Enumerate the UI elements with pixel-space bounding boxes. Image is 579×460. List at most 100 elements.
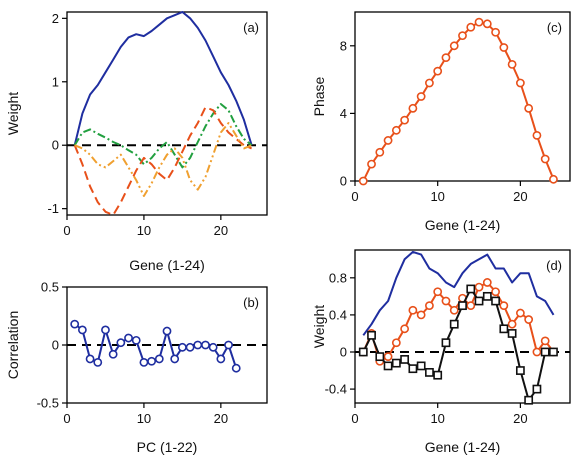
data-point — [400, 324, 410, 334]
x-axis-title: PC (1-22) — [137, 439, 198, 455]
panel-d: 0 10 20 -0.4 0 0.4 0.8 (d) Gene (1-24) Weight — [311, 249, 571, 455]
data-point — [193, 340, 203, 350]
data-point — [201, 340, 210, 350]
plot-frame — [354, 11, 571, 182]
data-point — [425, 367, 434, 377]
data-point — [116, 338, 126, 348]
data-point — [507, 329, 517, 338]
data-point — [441, 338, 451, 348]
data-point — [400, 355, 410, 364]
data-point — [532, 384, 542, 394]
data-point — [532, 347, 542, 357]
data-point — [408, 103, 418, 113]
y-tick-label: -0.4 — [325, 382, 347, 397]
data-point — [416, 310, 426, 320]
data-point — [383, 136, 393, 145]
data-point — [358, 176, 368, 186]
data-point — [416, 92, 426, 101]
panel-b: 0 10 20 -0.5 0 0.5 (b) PC (1-22) Correlation — [5, 280, 268, 455]
plot-frame — [66, 11, 268, 216]
x-tick-label: 20 — [513, 411, 527, 426]
data-point — [499, 301, 509, 311]
data-point — [524, 103, 534, 113]
data-point — [499, 43, 509, 52]
data-point — [367, 159, 376, 169]
y-tick-label: 0.8 — [329, 270, 347, 285]
data-point — [482, 19, 492, 29]
x-tick-label: 0 — [63, 223, 70, 238]
data-point — [131, 335, 141, 345]
y-tick-label: -0.5 — [37, 396, 59, 411]
series-line — [362, 250, 555, 336]
x-tick-label: 10 — [137, 223, 151, 238]
data-point — [101, 325, 110, 335]
x-tick-label: 20 — [513, 189, 527, 204]
data-point — [540, 347, 550, 357]
data-point — [449, 305, 459, 315]
data-point — [515, 78, 525, 88]
data-point — [507, 319, 517, 329]
data-point — [231, 363, 241, 373]
y-tick-label: 0 — [340, 174, 347, 189]
data-point — [124, 333, 133, 343]
series-line — [73, 103, 253, 169]
y-tick-label: 0 — [340, 345, 347, 360]
series-line — [73, 11, 253, 146]
x-tick-label: 20 — [214, 411, 228, 426]
data-point — [375, 147, 385, 157]
data-point — [474, 296, 484, 306]
data-point — [383, 361, 393, 371]
series-line — [74, 122, 252, 197]
data-point — [449, 319, 459, 329]
data-point — [416, 361, 426, 371]
y-tick-label: 0.4 — [329, 307, 347, 322]
panel-a: 0 10 20 -1 0 1 2 (a) Gene (1-24) Weight — [5, 11, 268, 273]
y-tick-label: -1 — [47, 201, 59, 216]
data-point — [70, 319, 80, 329]
data-point — [449, 41, 459, 51]
x-tick-label: 0 — [351, 189, 358, 204]
data-point — [391, 338, 401, 348]
plot-frame — [354, 249, 571, 404]
data-point — [532, 130, 542, 140]
x-tick-label: 0 — [351, 411, 358, 426]
data-point — [147, 356, 157, 366]
x-axis-title: Gene (1-24) — [129, 257, 204, 273]
data-point — [491, 287, 500, 297]
x-tick-label: 10 — [430, 411, 444, 426]
data-point — [375, 352, 385, 362]
data-point — [162, 326, 172, 336]
data-point — [170, 354, 180, 364]
data-point — [383, 352, 393, 362]
y-tick-label: 4 — [340, 106, 347, 121]
data-point — [433, 66, 443, 76]
data-point — [549, 347, 558, 357]
data-point — [185, 342, 195, 352]
x-axis-title: Gene (1-24) — [425, 439, 500, 455]
data-point — [515, 308, 525, 318]
data-point — [391, 125, 401, 135]
data-point — [433, 370, 443, 380]
data-point — [458, 31, 467, 41]
data-point — [466, 284, 476, 294]
data-point — [441, 296, 451, 306]
y-axis-title: Phase — [311, 76, 327, 116]
panel-label: (b) — [243, 295, 259, 310]
y-axis-title: Weight — [5, 92, 21, 135]
y-tick-label: 1 — [52, 74, 59, 89]
data-point — [154, 354, 164, 364]
y-tick-label: 0 — [52, 138, 59, 153]
data-point — [408, 305, 418, 315]
panel-label: (c) — [547, 20, 562, 35]
data-point — [400, 115, 410, 125]
data-point — [549, 174, 558, 184]
data-point — [458, 301, 467, 311]
y-tick-label: 0.5 — [41, 280, 59, 295]
panel-c: 0 10 20 0 4 8 (c) Gene (1-24) Phase — [311, 11, 571, 233]
x-tick-label: 10 — [137, 411, 151, 426]
data-point — [474, 17, 484, 27]
data-point — [466, 301, 476, 311]
data-point — [216, 354, 226, 364]
data-point — [482, 278, 492, 287]
data-point — [491, 27, 500, 37]
